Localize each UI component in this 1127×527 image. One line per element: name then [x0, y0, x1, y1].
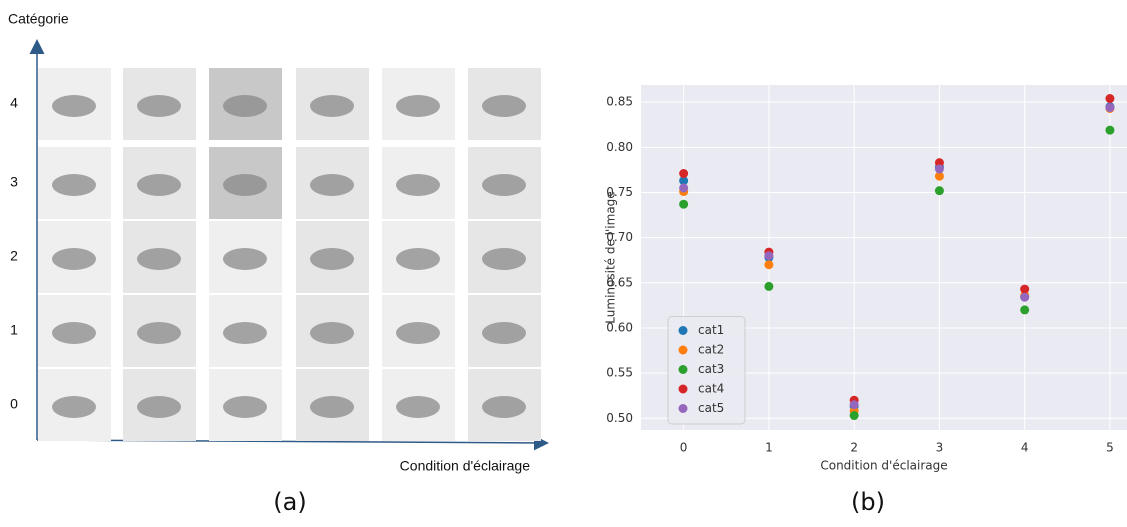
object-silhouette: [52, 322, 96, 344]
y-tick-label: 0.85: [606, 95, 633, 109]
point: [1105, 125, 1115, 135]
x-axis-label: Condition d'éclairage: [400, 458, 531, 474]
point: [1020, 305, 1030, 315]
object-silhouette: [223, 95, 267, 117]
y-tick-label: 0.75: [606, 185, 633, 199]
point: [679, 176, 689, 186]
point: [764, 281, 774, 291]
object-silhouette: [137, 396, 181, 418]
object-silhouette: [52, 174, 96, 196]
object-silhouette: [310, 322, 354, 344]
point: [1105, 103, 1115, 113]
object-silhouette: [310, 396, 354, 418]
legend-marker: [678, 326, 688, 335]
object-silhouette: [52, 95, 96, 117]
object-silhouette: [223, 248, 267, 270]
object-silhouette: [310, 174, 354, 196]
point: [934, 158, 944, 168]
object-silhouette: [396, 248, 440, 270]
object-silhouette: [137, 248, 181, 270]
object-silhouette: [482, 248, 526, 270]
x-tick-label: 2: [850, 441, 858, 455]
legend-marker: [678, 404, 688, 413]
point: [1105, 94, 1115, 104]
legend-label: cat1: [698, 323, 724, 337]
object-silhouette: [396, 174, 440, 196]
legend-marker: [678, 365, 688, 374]
x-arrow: [36, 435, 549, 451]
object-silhouette: [396, 322, 440, 344]
object-silhouette: [52, 396, 96, 418]
object-silhouette: [310, 248, 354, 270]
point: [1020, 292, 1030, 302]
y-tick-label: 0.80: [606, 140, 633, 154]
object-silhouette: [482, 95, 526, 117]
object-silhouette: [223, 322, 267, 344]
object-silhouette: [223, 396, 267, 418]
row-label: 0: [10, 396, 18, 412]
caption: (a): [273, 488, 306, 516]
object-silhouette: [52, 248, 96, 270]
row-label: 4: [10, 95, 18, 111]
point: [934, 164, 944, 174]
y-tick-label: 0.55: [606, 366, 633, 380]
y-tick-label: 0.50: [606, 411, 633, 425]
object-silhouette: [310, 95, 354, 117]
y-tick-label: 0.70: [606, 230, 633, 244]
row-label: 3: [10, 174, 18, 190]
x-tick-label: 3: [936, 441, 944, 455]
point: [764, 251, 774, 261]
object-silhouette: [482, 174, 526, 196]
legend-box: [667, 316, 746, 425]
caption: (b): [851, 488, 885, 516]
object-silhouette: [137, 95, 181, 117]
row-label: 2: [10, 248, 18, 264]
object-silhouette: [223, 174, 267, 196]
x-tick-label: 5: [1106, 441, 1114, 455]
row-label: 1: [10, 322, 18, 338]
point: [849, 411, 859, 421]
legend-label: cat5: [698, 401, 724, 415]
y-tick-label: 0.60: [606, 320, 633, 334]
point: [849, 400, 859, 410]
point: [934, 171, 944, 181]
legend-label: cat4: [698, 382, 724, 396]
object-silhouette: [137, 322, 181, 344]
x-tick-label: 1: [765, 441, 773, 455]
legend-marker: [678, 384, 688, 394]
object-silhouette: [396, 396, 440, 418]
point: [1020, 284, 1030, 294]
x-axis-label: Condition d'éclairage: [820, 459, 947, 473]
object-silhouette: [482, 396, 526, 418]
legend-label: cat3: [698, 362, 724, 376]
y-tick-label: 0.65: [606, 275, 633, 289]
x-tick-label: 0: [680, 441, 688, 455]
legend-marker: [678, 345, 688, 355]
object-silhouette: [137, 174, 181, 196]
point: [679, 169, 689, 179]
point: [679, 199, 689, 209]
point: [934, 186, 944, 196]
panel-b: (b) 0.50 0.55 0.60 0.65 0.70 0.75 0.80 0.85 0 1 2 3…: [604, 85, 1127, 516]
y-axis-label: Catégorie: [8, 11, 69, 27]
panel-a: Catégorie Condition d'éclairage (a) 4 3 2 1…: [8, 11, 549, 516]
point: [764, 260, 774, 270]
x-tick-label: 4: [1021, 441, 1029, 455]
object-silhouette: [482, 322, 526, 344]
legend-label: cat2: [698, 343, 724, 357]
object-silhouette: [396, 95, 440, 117]
point: [679, 183, 689, 193]
y-axis-label: Luminosité de l'image: [604, 191, 618, 323]
